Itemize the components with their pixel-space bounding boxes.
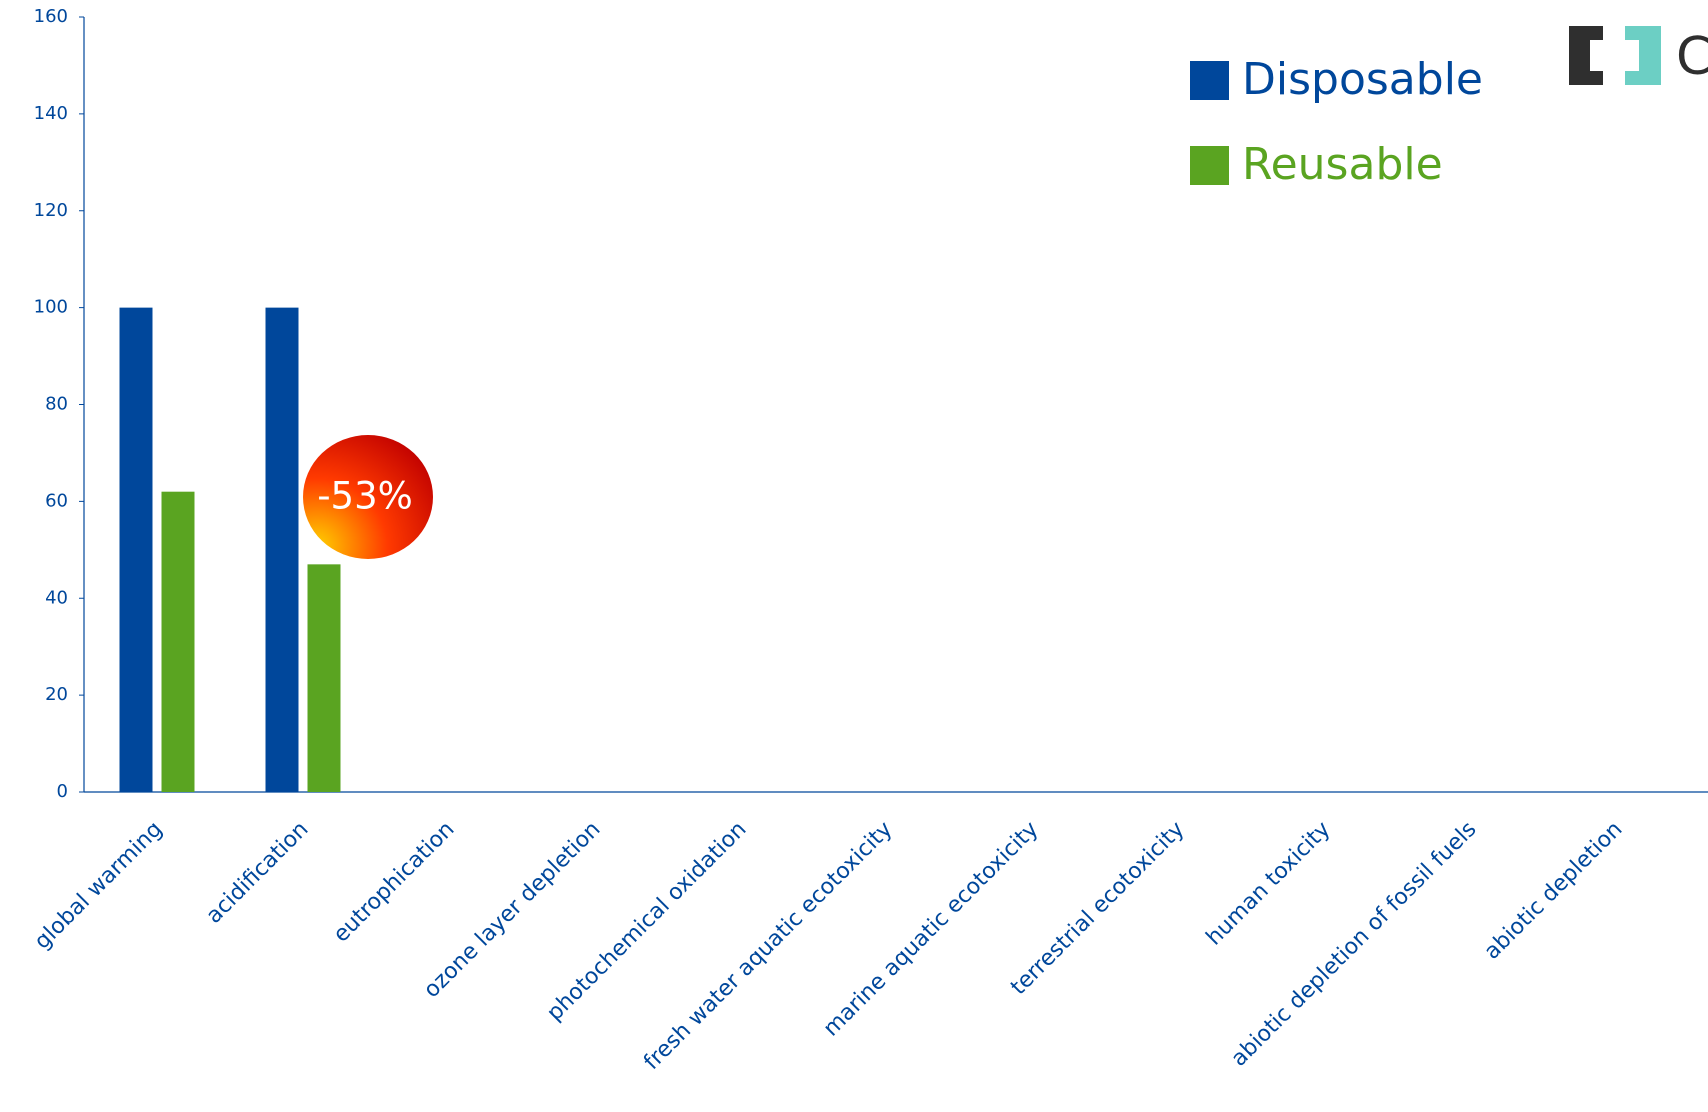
bar: [119, 307, 153, 792]
logo-text: C: [1676, 27, 1708, 87]
y-tick-label: 20: [45, 684, 68, 705]
logo-notch: [1590, 40, 1603, 71]
bar: [307, 564, 341, 792]
logo-notch: [1625, 40, 1639, 71]
bar: [265, 307, 299, 792]
y-tick-label: 60: [45, 490, 68, 511]
x-tick-label: global warming: [30, 817, 168, 955]
y-tick-label: 140: [34, 103, 68, 124]
x-tick-label: acidification: [202, 817, 314, 929]
annotation: -53%: [317, 475, 413, 518]
legend-swatch: [1190, 61, 1229, 100]
y-tick-label: 160: [34, 6, 68, 27]
y-tick-label: 120: [34, 200, 68, 221]
x-tick-label: abiotic depletion of fossil fuels: [1227, 817, 1482, 1072]
y-tick-label: 0: [57, 781, 68, 802]
legend-label: Reusable: [1242, 139, 1443, 190]
x-tick-label: abiotic depletion: [1480, 817, 1628, 965]
x-tick-label: fresh water aquatic ecotoxicity: [639, 817, 897, 1075]
annotation-badge: [303, 435, 433, 559]
legend-swatch: [1190, 146, 1229, 185]
y-tick-label: 100: [34, 297, 68, 318]
y-tick-label: 40: [45, 587, 68, 608]
bar: [161, 491, 195, 792]
x-tick-label: terrestrial ecotoxicity: [1006, 817, 1189, 1000]
x-tick-label: human toxicity: [1202, 817, 1336, 951]
x-tick-label: eutrophication: [329, 817, 460, 948]
legend-label: Disposable: [1242, 54, 1483, 105]
y-tick-label: 80: [45, 394, 68, 415]
